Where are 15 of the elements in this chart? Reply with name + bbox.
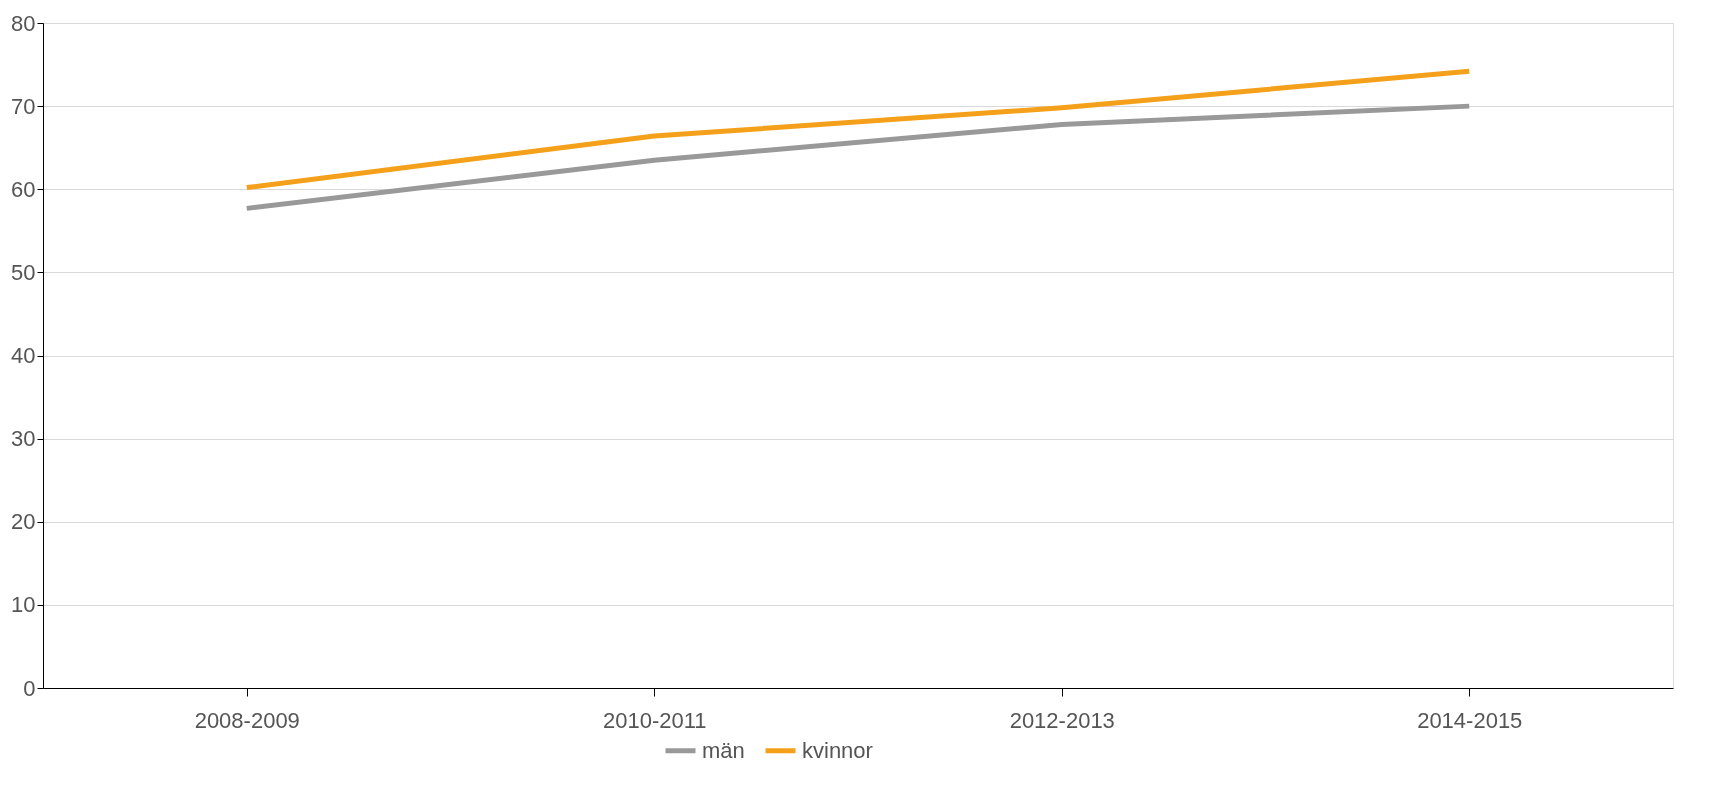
x-tick-label: 2008-2009 [194,707,300,733]
x-tick-label: 2012-2013 [1009,707,1115,733]
y-tick-label: 10 [11,592,36,618]
y-tick-label: 80 [11,10,36,36]
y-tick-label: 60 [11,176,36,202]
legend-label: kvinnor [802,737,873,763]
y-tick-label: 0 [23,675,36,701]
x-tick-label: 2014-2015 [1417,707,1523,733]
y-tick-label: 30 [11,426,36,452]
y-tick-label: 50 [11,259,36,285]
x-tick-label: 2010-2011 [602,707,707,733]
y-tick-label: 40 [11,343,36,368]
y-tick-label: 70 [11,93,36,119]
legend-label: män [702,737,745,763]
y-tick-label: 20 [11,509,36,535]
